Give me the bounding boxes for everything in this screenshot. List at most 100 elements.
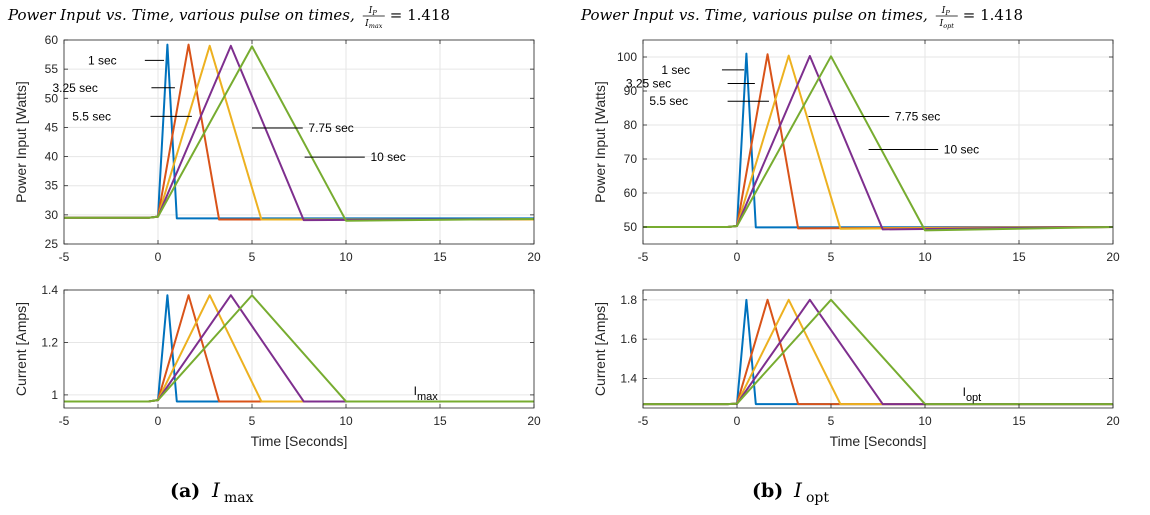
chart-a-top-xtick-label: 15 [433, 250, 447, 264]
chart-a-top-xtick-label: 20 [527, 250, 541, 264]
chart-b-top-ytick-label: 70 [624, 152, 638, 166]
caption-symbol: I [211, 478, 221, 502]
fraction-numerator: IP [941, 6, 951, 17]
chart-b-top-ytick-label: 50 [624, 220, 638, 234]
chart-a-bottom-xlabel: Time [Seconds] [251, 433, 348, 449]
chart-a-bottom-xtick-label: 20 [527, 414, 541, 428]
chart-a-bottom-ytick-label: 1 [51, 388, 58, 402]
chart-a-top-ytick-label: 30 [45, 208, 59, 222]
chart-b-title: Power Input vs. Time, various pulse on t… [580, 6, 928, 24]
annotation-label: 10 sec [944, 142, 979, 156]
chart-a-bottom-xtick-label: -5 [59, 414, 70, 428]
chart-b-top-series-4 [643, 55, 1114, 232]
current-mode-label-sub: opt [966, 392, 981, 404]
chart-b-bottom-axes-frame [642, 289, 1114, 409]
chart-a-top-ylabel: Power Input [Watts] [13, 81, 29, 203]
chart-a-bottom-xtick-label: 10 [339, 414, 353, 428]
chart-a-top-ytick-label: 55 [45, 62, 59, 76]
fraction-equals: = 1.418 [963, 6, 1023, 24]
chart-b-bottom-xtick-label: 10 [918, 414, 932, 428]
annotation-label: 1 sec [661, 63, 690, 77]
chart-a-bottom-ylabel: Current [Amps] [13, 302, 29, 396]
chart-a-top-ytick-label: 25 [45, 237, 59, 251]
chart-a-top-ytick-label: 45 [45, 120, 59, 134]
chart-a-bottom-series-4 [64, 294, 534, 403]
chart-a-bottom-ytick-label: 1.4 [41, 283, 58, 297]
chart-a: Power Input vs. Time, various pulse on t… [7, 6, 541, 506]
chart-b-bottom-ylabel: Current [Amps] [592, 302, 608, 396]
chart-a-bottom-xtick-label: 15 [433, 414, 447, 428]
chart-a-top-ytick-label: 60 [45, 33, 59, 47]
chart-a-top-xtick-label: -5 [59, 250, 70, 264]
chart-b-top-axes-frame [642, 39, 1114, 245]
annotation-label: 1 sec [88, 53, 117, 67]
chart-b-top-ytick-label: 60 [624, 186, 638, 200]
fraction-denominator: Iopt [939, 19, 955, 30]
chart-b-top-xtick-label: 0 [734, 250, 741, 264]
annotation-label: 5.5 sec [72, 109, 111, 123]
chart-b-bottom-panel: -5 0 5 10 15 20 1.4 1.6 1.8 Current [Amps] Time [S… [592, 289, 1120, 449]
fraction-numerator: IP [368, 6, 378, 17]
chart-b-top-ytick-label: 100 [617, 50, 637, 64]
annotation-label: 7.75 sec [895, 110, 940, 124]
chart-b-bottom-ytick-label: 1.4 [620, 372, 637, 386]
chart-b-top-xtick-label: 20 [1106, 250, 1120, 264]
chart-a-bottom-ytick-label: 1.2 [41, 335, 58, 349]
fraction-equals: = 1.418 [390, 6, 450, 24]
chart-b-title-fraction: IP Iopt = 1.418 [935, 6, 1023, 30]
chart-b-bottom-ytick-label: 1.8 [620, 293, 637, 307]
chart-a-top-series-4 [64, 45, 535, 222]
annotation-label: 3.25 sec [626, 77, 671, 91]
chart-a-top-xtick-label: 0 [155, 250, 162, 264]
chart-b-bottom-xtick-label: 20 [1106, 414, 1120, 428]
chart-a-bottom-axes-frame [63, 289, 535, 409]
fraction-denominator-sub: opt [943, 22, 954, 30]
fraction-denominator: Imax [364, 19, 383, 30]
chart-b-top-ytick-label: 90 [624, 84, 638, 98]
caption-sub: opt [806, 490, 829, 506]
chart-a-top-ytick-label: 40 [45, 150, 59, 164]
chart-b-bottom-xtick-label: 5 [828, 414, 835, 428]
current-mode-label-sub: max [417, 391, 438, 403]
chart-b-top-xtick-label: 5 [828, 250, 835, 264]
chart-b-bottom-xlabel: Time [Seconds] [830, 433, 927, 449]
caption-label: (a) [170, 480, 200, 502]
chart-b-bottom-plot-area [643, 290, 1113, 408]
caption-symbol: I [793, 478, 803, 502]
annotation-label: 7.75 sec [308, 121, 353, 135]
chart-a-bottom-xtick-label: 5 [249, 414, 256, 428]
annotation-label: 10 sec [370, 150, 405, 164]
chart-b-top-xtick-label: -5 [638, 250, 649, 264]
chart-b-top-xtick-label: 15 [1012, 250, 1026, 264]
chart-a-top-ytick-label: 35 [45, 179, 59, 193]
chart-a-top-panel: -5 0 5 10 15 20 25 30 35 40 45 50 55 60 Power Input [W… [13, 33, 541, 264]
chart-a-top-xtick-label: 5 [249, 250, 256, 264]
chart-a-title-fraction: IP Imax = 1.418 [362, 6, 450, 30]
chart-b-top-ylabel: Power Input [Watts] [592, 81, 608, 203]
chart-b-bottom-ytick-label: 1.6 [620, 332, 637, 346]
chart-b-bottom-xtick-label: 0 [734, 414, 741, 428]
caption-label: (b) [752, 480, 783, 502]
chart-a-bottom-panel: -5 0 5 10 15 20 1 1.2 1.4 Current [Amps] Time [Sec… [13, 283, 541, 449]
fraction-numerator-sub: P [371, 9, 377, 17]
chart-b-bottom-xtick-label: 15 [1012, 414, 1026, 428]
chart-b-top-ytick-label: 80 [624, 118, 638, 132]
chart-a-top-ytick-label: 50 [45, 91, 59, 105]
chart-a-top-plot-area [64, 40, 534, 244]
chart-b: Power Input vs. Time, various pulse on t… [580, 6, 1120, 506]
chart-a-bottom-xtick-label: 0 [155, 414, 162, 428]
caption-sub: max [224, 490, 254, 506]
annotation-label: 3.25 sec [52, 81, 97, 95]
fraction-numerator-sub: P [944, 9, 950, 17]
fraction-denominator-sub: max [369, 22, 383, 30]
chart-b-bottom-xtick-label: -5 [638, 414, 649, 428]
chart-a-top-axes-frame [63, 39, 535, 245]
chart-a-title: Power Input vs. Time, various pulse on t… [7, 6, 355, 24]
chart-b-top-xtick-label: 10 [918, 250, 932, 264]
chart-b-bottom-series-4 [643, 298, 1113, 406]
chart-b-top-panel: -5 0 5 10 15 20 50 60 70 80 90 100 Power Input [Watt… [592, 39, 1120, 264]
annotation-label: 5.5 sec [649, 94, 688, 108]
